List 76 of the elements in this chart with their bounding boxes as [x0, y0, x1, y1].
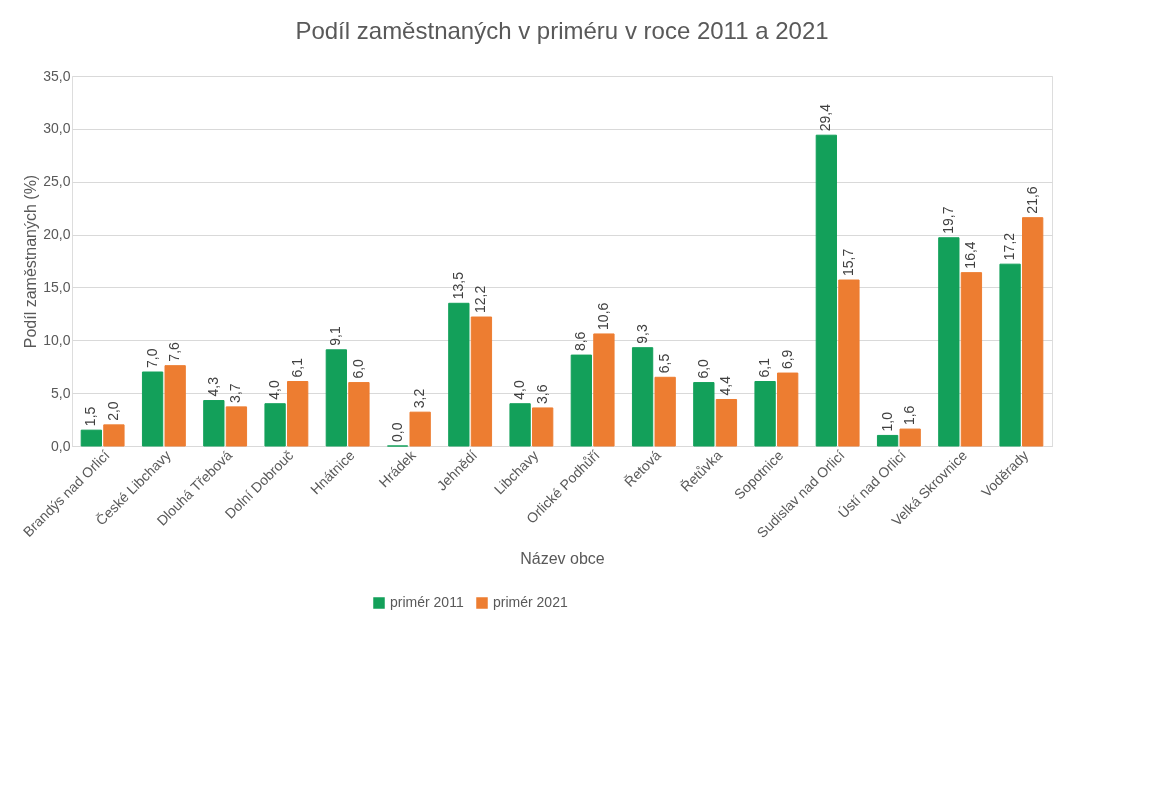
bar — [225, 406, 248, 447]
data-label: 1,5 — [82, 406, 99, 427]
data-label: 6,0 — [694, 358, 711, 379]
bar — [348, 382, 370, 447]
data-label: 1,6 — [901, 405, 918, 426]
data-label: 7,6 — [166, 341, 183, 362]
data-label: 3,2 — [411, 388, 428, 409]
bar — [103, 424, 125, 447]
bar — [693, 382, 715, 447]
data-label: 3,6 — [533, 384, 550, 404]
data-label: 21,6 — [1023, 186, 1040, 214]
bar — [470, 316, 493, 447]
bar — [264, 403, 286, 447]
bar — [777, 372, 799, 447]
y-tick-label: 25,0 — [43, 173, 71, 190]
bar — [203, 400, 225, 447]
bar — [938, 237, 960, 447]
x-axis-title: Název obce — [520, 549, 605, 567]
data-label: 6,0 — [349, 358, 366, 379]
data-label: 4,3 — [204, 376, 221, 397]
data-label: 9,3 — [633, 324, 650, 344]
data-label: 4,4 — [717, 375, 734, 396]
bar — [325, 349, 347, 447]
data-label: 16,4 — [962, 241, 979, 269]
data-label: 13,5 — [449, 271, 466, 300]
y-tick-label: 10,0 — [43, 331, 71, 348]
y-tick-label: 5,0 — [51, 384, 71, 401]
bar — [899, 428, 921, 447]
data-label: 29,4 — [817, 103, 834, 132]
bar — [631, 347, 654, 447]
bar — [960, 272, 983, 447]
data-label: 15,7 — [839, 248, 856, 277]
bar — [838, 279, 860, 447]
data-label: 3,7 — [227, 383, 244, 403]
bar — [448, 302, 470, 447]
bar — [570, 354, 592, 447]
y-tick-label: 35,0 — [43, 67, 71, 84]
bar — [164, 365, 186, 447]
bar — [999, 263, 1021, 447]
y-axis-title: Podíl zaměstnaných (%) — [22, 174, 40, 349]
data-label: 6,5 — [656, 353, 673, 374]
data-label: 10,6 — [594, 302, 611, 330]
bar — [593, 333, 615, 447]
data-label: 4,0 — [266, 380, 283, 400]
y-tick-label: 15,0 — [43, 278, 71, 295]
data-label: 8,6 — [572, 331, 589, 352]
legend-label: primér 2011 — [390, 594, 464, 610]
y-tick-label: 0,0 — [51, 437, 71, 454]
bar — [141, 371, 164, 447]
data-label: 2,0 — [104, 401, 121, 421]
bar — [409, 411, 431, 447]
bar — [876, 434, 899, 447]
bar — [509, 403, 531, 447]
data-label: 12,2 — [472, 285, 489, 314]
data-label: 1,0 — [878, 411, 895, 432]
bar — [80, 429, 102, 447]
bar — [287, 381, 309, 447]
y-tick-label: 20,0 — [43, 226, 71, 243]
bar — [815, 134, 837, 447]
data-label: 6,1 — [288, 357, 305, 378]
bar — [532, 407, 554, 447]
bar — [754, 381, 776, 447]
legend-label: primér 2021 — [493, 594, 568, 610]
bar — [1022, 217, 1044, 447]
data-label: 0,0 — [388, 422, 405, 442]
bar — [654, 376, 676, 447]
data-label: 19,7 — [939, 206, 956, 234]
y-tick-label: 30,0 — [43, 120, 71, 137]
data-label: 6,9 — [778, 349, 795, 370]
data-label: 9,1 — [327, 326, 344, 346]
bar — [715, 398, 738, 447]
data-label: 6,1 — [756, 357, 773, 378]
data-label: 17,2 — [1001, 232, 1018, 261]
chart-title: Podíl zaměstnaných v priméru v roce 2011 a 2021 — [295, 17, 829, 44]
data-label: 4,0 — [511, 380, 528, 400]
data-label: 7,0 — [143, 348, 160, 368]
